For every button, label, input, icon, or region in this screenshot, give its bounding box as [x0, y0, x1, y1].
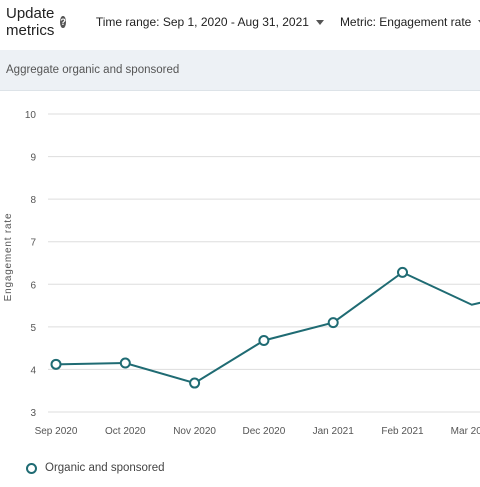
- x-tick-label: Dec 2020: [242, 426, 285, 437]
- aggregate-bar: Aggregate organic and sponsored: [0, 50, 480, 91]
- page-title: Update metrics: [6, 5, 55, 39]
- aggregate-label: Aggregate organic and sponsored: [6, 64, 180, 76]
- x-tick-label: Mar 2021: [451, 426, 480, 437]
- y-tick-label: 8: [30, 195, 36, 206]
- time-range-label: Time range:: [95, 15, 160, 29]
- chevron-down-icon: [315, 19, 324, 25]
- x-tick-label: Jan 2021: [313, 426, 355, 437]
- engagement-chart: 3 4 5 6 7 8 9 10 Engagement rate Sep 2020 Oct 2020…: [3, 110, 480, 437]
- data-point[interactable]: [397, 266, 408, 278]
- x-tick-label: Sep 2020: [35, 426, 78, 437]
- chart-legend: Organic and sponsored: [26, 462, 165, 474]
- x-tick-label: Nov 2020: [173, 426, 216, 437]
- data-point[interactable]: [258, 334, 270, 346]
- y-tick-label: 3: [30, 408, 36, 419]
- time-range-value: Sep 1, 2020 - Aug 31, 2021: [162, 15, 309, 29]
- data-point[interactable]: [189, 377, 201, 389]
- x-tick-label: Oct 2020: [105, 426, 146, 437]
- metric-dropdown[interactable]: Metric: Engagement rate: [340, 15, 480, 29]
- data-point[interactable]: [119, 357, 131, 369]
- x-tick-label: Feb 2021: [381, 426, 424, 437]
- y-axis-label: Engagement rate: [3, 213, 14, 302]
- chevron-down-icon: [478, 19, 480, 25]
- help-icon[interactable]: ?: [60, 16, 66, 28]
- y-tick-label: 9: [30, 153, 36, 164]
- metric-label: Metric:: [339, 15, 376, 29]
- page-header: Update metrics ? Time range: Sep 1, 2020…: [0, 0, 480, 44]
- time-range-dropdown[interactable]: Time range: Sep 1, 2020 - Aug 31, 2021: [96, 15, 324, 29]
- legend-marker: [26, 462, 37, 474]
- data-point[interactable]: [50, 358, 62, 370]
- y-tick-label: 5: [30, 323, 36, 334]
- y-tick-label: 6: [30, 280, 36, 291]
- legend-label: Organic and sponsored: [45, 462, 165, 474]
- series-line: [55, 271, 480, 385]
- y-tick-label: 4: [30, 365, 36, 376]
- y-tick-label: 7: [30, 238, 36, 249]
- metric-value: Engagement rate: [379, 15, 472, 29]
- data-point[interactable]: [327, 317, 339, 329]
- y-tick-label: 10: [25, 110, 37, 121]
